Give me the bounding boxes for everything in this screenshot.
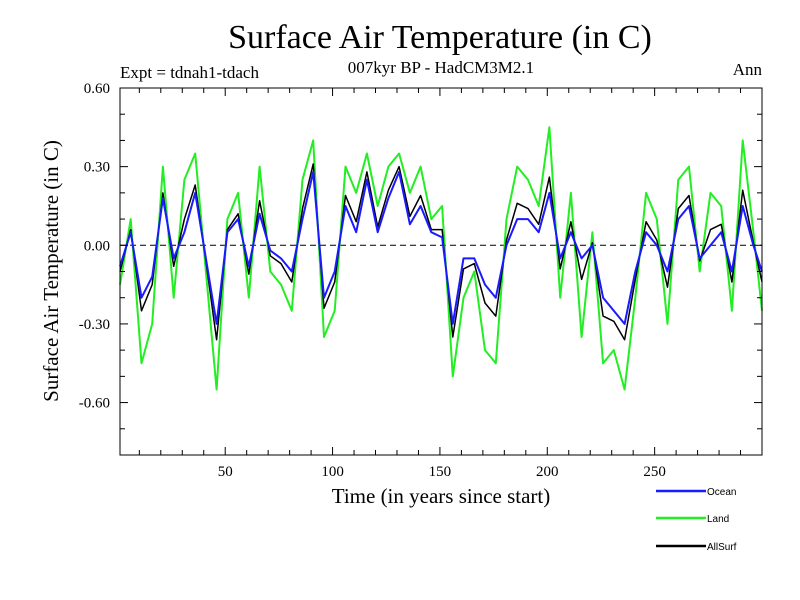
x-tick-label: 50 [218,464,233,480]
y-tick-label: -0.60 [79,396,110,412]
experiment-label: Expt = tdnah1-tdach [120,63,259,82]
x-tick-label: 100 [321,464,344,480]
chart-subtitle: 007kyr BP - HadCM3M2.1 [348,58,534,77]
plot-frame [119,87,763,456]
series-line-land [119,126,763,391]
y-axis-label: Surface Air Temperature (in C) [39,140,63,402]
x-tick-label: 250 [643,464,666,480]
y-tick-label: -0.30 [79,317,110,333]
legend-label-ocean: Ocean [707,487,736,498]
y-tick-label: 0.60 [84,81,110,97]
legend-label-land: Land [707,514,729,525]
x-axis-label: Time (in years since start) [332,484,551,508]
legend-label-allsurf: AllSurf [707,542,737,553]
y-tick-label: 0.00 [84,238,110,254]
series-layer [119,126,763,391]
season-label: Ann [733,60,763,79]
chart-title: Surface Air Temperature (in C) [228,19,652,56]
y-tick-label: 0.30 [84,160,110,176]
series-line-ocean [119,170,763,325]
axis-layer: 0.60 0.30 0.00 -0.30 -0.60 50 100 150 200 250 [79,81,763,480]
legend: Ocean Land AllSurf [656,487,737,553]
series-line-allsurf [119,163,763,341]
x-tick-label: 150 [429,464,452,480]
x-tick-label: 200 [536,464,559,480]
